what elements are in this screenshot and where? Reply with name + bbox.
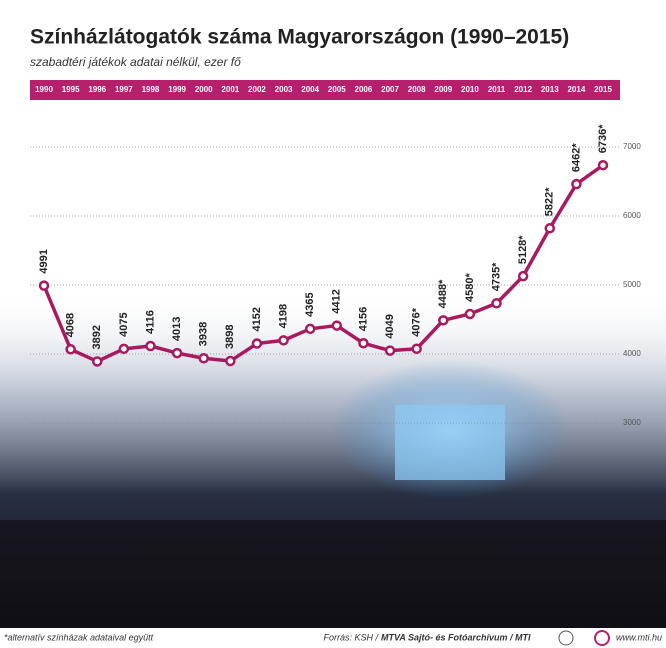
- value-label: 3898: [224, 325, 236, 349]
- point: [65, 344, 76, 355]
- footnote: *alternatív színházak adataival együtt: [4, 632, 154, 642]
- point: [358, 337, 369, 349]
- point: [118, 343, 130, 355]
- x-tick-label: 2001: [221, 85, 239, 94]
- value-label: 4156: [357, 307, 369, 331]
- website: www.mti.hu: [616, 632, 662, 642]
- x-tick-label: 2014: [567, 85, 585, 94]
- background-crowd: [0, 520, 666, 630]
- value-label: 4365: [304, 292, 316, 316]
- line: [42, 163, 605, 364]
- point: [331, 320, 343, 331]
- x-tick-label: 2015: [594, 85, 612, 94]
- point: [198, 353, 209, 364]
- value-label: 4580*: [464, 273, 476, 302]
- value-label: 6462*: [570, 143, 582, 172]
- value-label: 4488*: [437, 279, 449, 308]
- x-tick-label: 1990: [35, 85, 53, 94]
- footer-band: [0, 628, 666, 648]
- point: [91, 356, 103, 367]
- value-label: 6736*: [597, 124, 609, 153]
- point: [171, 347, 183, 359]
- x-tick-label: 2008: [408, 85, 426, 94]
- y-tick-label: 7000: [623, 142, 641, 151]
- x-tick-label: 2004: [301, 85, 319, 94]
- value-label: 4152: [251, 307, 263, 331]
- source: MTVA Sajtó- és Fotóarchívum / MTI: [381, 632, 531, 642]
- x-tick-label: 2005: [328, 85, 346, 94]
- chart-subtitle: szabadtéri játékok adatai nélkül, ezer f…: [30, 55, 241, 69]
- x-tick-label: 2009: [434, 85, 452, 94]
- value-label: 4013: [171, 317, 183, 341]
- value-label: 5822*: [544, 187, 556, 216]
- chart-title: Színházlátogatók száma Magyarországon (1…: [30, 26, 569, 49]
- point: [517, 270, 529, 282]
- value-label: 5128*: [517, 235, 529, 264]
- x-tick-label: 1996: [88, 85, 106, 94]
- point: [491, 298, 502, 309]
- point: [411, 343, 422, 355]
- x-tick-label: 2013: [541, 85, 559, 94]
- x-tick-label: 2003: [275, 85, 293, 94]
- point: [438, 315, 449, 326]
- x-tick-label: 2002: [248, 85, 266, 94]
- logo: [558, 630, 574, 646]
- y-tick-label: 3000: [623, 418, 641, 427]
- x-tick-label: 2007: [381, 85, 399, 94]
- x-tick-label: 1998: [142, 85, 160, 94]
- value-label: 4198: [277, 304, 289, 328]
- point: [597, 159, 609, 171]
- point: [544, 223, 556, 234]
- value-label: 4735*: [490, 262, 502, 291]
- x-tick-label: 2010: [461, 85, 479, 94]
- point: [304, 323, 316, 335]
- value-label: 4412: [331, 289, 343, 313]
- logo: [594, 630, 610, 646]
- value-label: 3938: [198, 322, 210, 346]
- point: [464, 308, 476, 320]
- y-tick-label: 6000: [623, 211, 641, 220]
- value-label: 4068: [65, 313, 77, 337]
- y-tick-label: 4000: [623, 349, 641, 358]
- point: [278, 335, 289, 346]
- point: [251, 338, 263, 349]
- y-tick-label: 5000: [623, 280, 641, 289]
- x-tick-label: 1999: [168, 85, 186, 94]
- value-label: 4075: [118, 312, 130, 336]
- value-label: 3892: [91, 325, 103, 349]
- source: Forrás: KSH /: [323, 632, 379, 642]
- x-tick-label: 2011: [488, 85, 506, 94]
- value-label: 4049: [384, 314, 396, 338]
- point: [145, 340, 156, 352]
- point: [384, 345, 396, 356]
- value-label: 4076*: [411, 307, 423, 336]
- value-label: 4991: [38, 249, 50, 273]
- x-tick-label: 1997: [115, 85, 133, 94]
- year-band: [30, 80, 620, 100]
- point: [38, 280, 50, 291]
- x-tick-label: 2006: [355, 85, 373, 94]
- point: [571, 178, 582, 190]
- point: [225, 355, 236, 367]
- x-tick-label: 2000: [195, 85, 213, 94]
- value-label: 4116: [144, 310, 156, 334]
- background-screen: [395, 405, 505, 480]
- x-tick-label: 2012: [514, 85, 532, 94]
- x-tick-label: 1995: [62, 85, 80, 94]
